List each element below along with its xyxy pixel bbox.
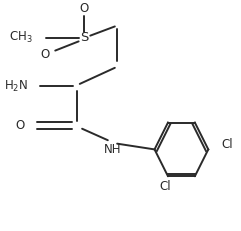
Text: S: S <box>80 31 89 44</box>
Text: Cl: Cl <box>160 180 171 193</box>
Text: O: O <box>40 48 49 61</box>
Text: NH: NH <box>104 143 121 156</box>
Text: Cl: Cl <box>221 138 233 151</box>
Text: O: O <box>16 119 25 132</box>
Text: H$_2$N: H$_2$N <box>4 79 28 94</box>
Text: CH$_3$: CH$_3$ <box>9 30 33 46</box>
Text: O: O <box>80 2 89 15</box>
